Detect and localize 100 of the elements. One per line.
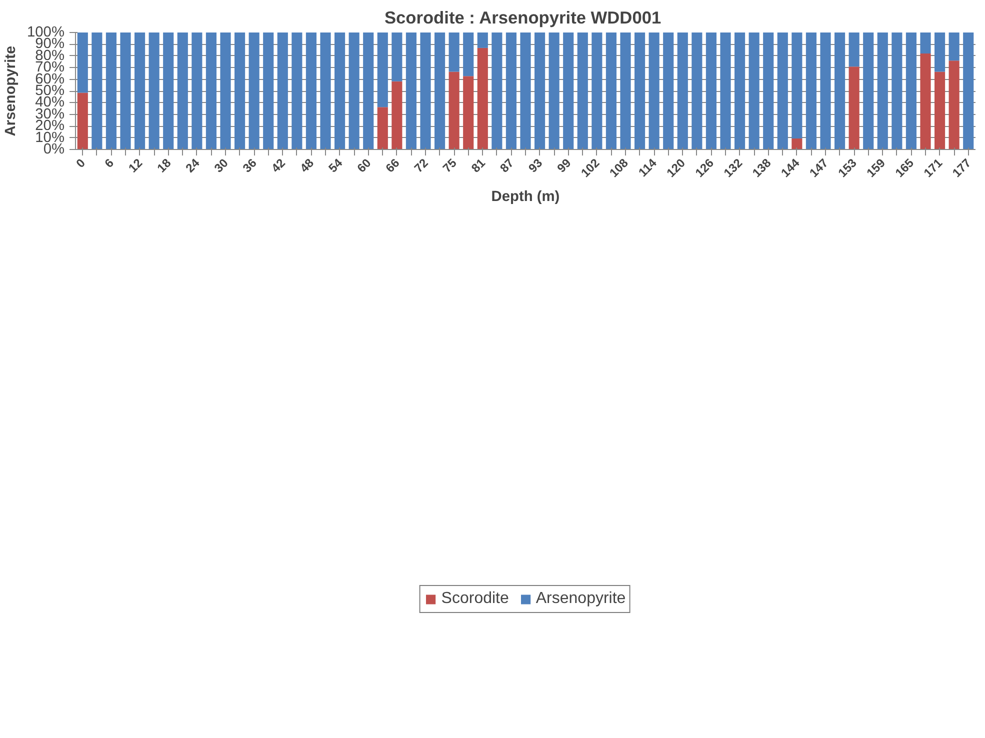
legend-label: Arsenopyrite — [536, 590, 626, 608]
bar — [948, 60, 960, 150]
bar — [663, 32, 674, 150]
x-tick-label: 102 — [578, 156, 602, 180]
bar — [148, 32, 160, 150]
bar — [848, 66, 860, 150]
bar — [692, 32, 702, 150]
bar — [620, 32, 631, 150]
x-tick-label: 36 — [240, 156, 260, 176]
bar — [77, 92, 88, 150]
bar — [420, 32, 431, 150]
bar — [77, 32, 88, 93]
bar — [220, 32, 231, 150]
bar — [548, 32, 560, 150]
bar — [463, 32, 474, 76]
x-tick-label: 48 — [297, 156, 317, 176]
bar — [320, 32, 331, 150]
bar — [763, 32, 774, 150]
bar — [292, 32, 302, 150]
bar — [334, 32, 346, 150]
bar — [820, 32, 831, 150]
bar — [777, 32, 788, 150]
x-axis-title: Depth (m) — [491, 189, 560, 206]
x-tick-label: 66 — [382, 156, 402, 176]
chart-title: Scorodite : Arsenopyrite WDD001 — [384, 8, 662, 28]
x-tick-label: 138 — [750, 156, 774, 180]
bar — [563, 32, 574, 150]
bar — [248, 32, 260, 150]
bar — [606, 32, 616, 150]
bar — [748, 32, 760, 150]
x-tick-label: 114 — [636, 156, 660, 180]
bar — [706, 32, 716, 150]
x-tick-label: 75 — [440, 156, 460, 176]
bar — [577, 32, 588, 150]
bar — [963, 32, 974, 150]
bar — [920, 54, 931, 150]
bar — [377, 107, 388, 150]
x-tick-label: 165 — [892, 156, 917, 180]
bar — [306, 32, 316, 150]
bar — [520, 32, 531, 150]
bar — [677, 32, 688, 150]
bar — [848, 32, 860, 67]
x-tick-label: 177 — [950, 156, 974, 180]
bar — [234, 32, 246, 150]
bar — [648, 32, 660, 150]
bar — [948, 32, 960, 61]
x-tick-label: 54 — [326, 156, 346, 176]
x-tick-label: 87 — [497, 156, 517, 176]
bar — [163, 32, 174, 150]
bar — [134, 32, 146, 150]
bar — [892, 32, 902, 150]
bar — [277, 32, 288, 150]
bar — [348, 32, 360, 150]
bar — [877, 32, 888, 150]
bar — [363, 32, 374, 150]
bar — [720, 32, 731, 150]
bar — [92, 32, 102, 150]
x-tick-label: 12 — [126, 156, 146, 176]
bar — [106, 32, 116, 150]
bar — [377, 32, 388, 108]
bar — [934, 32, 946, 72]
bar — [506, 32, 516, 150]
legend-label: Scorodite — [441, 590, 509, 608]
bar — [534, 32, 546, 150]
x-tick-label: 99 — [554, 156, 574, 176]
x-tick-label: 30 — [211, 156, 232, 176]
y-axis-title: Arsenopyrite — [3, 46, 20, 136]
x-tick-label: 120 — [664, 156, 688, 180]
x-tick-label: 42 — [268, 156, 288, 176]
x-tick-label: 0 — [73, 156, 88, 171]
x-tick-label: 171 — [921, 156, 946, 180]
bar — [906, 32, 916, 150]
bar — [263, 32, 274, 150]
x-tick-label: 93 — [526, 156, 546, 176]
x-tick-label: 6 — [102, 156, 117, 171]
x-tick-label: 72 — [411, 156, 432, 176]
bar — [206, 32, 216, 150]
bar — [492, 32, 502, 150]
bar — [792, 32, 802, 138]
bar — [392, 81, 402, 150]
bar — [592, 32, 602, 150]
x-tick-label: 24 — [182, 156, 202, 176]
x-tick-label: 126 — [692, 156, 717, 180]
x-tick-label: 153 — [835, 156, 860, 180]
bar — [177, 32, 188, 150]
bar — [463, 76, 474, 150]
bar — [863, 32, 874, 150]
x-tick-label: 132 — [721, 156, 746, 180]
bar — [634, 32, 646, 150]
bar — [434, 32, 446, 150]
bar — [392, 32, 402, 82]
bar — [792, 138, 802, 150]
bar — [477, 48, 488, 150]
bar — [920, 32, 931, 54]
x-tick-label: 81 — [468, 156, 488, 176]
x-tick-label: 60 — [354, 156, 374, 176]
bar — [406, 32, 416, 150]
bar — [477, 32, 488, 48]
bar — [934, 72, 946, 150]
bar — [448, 32, 460, 72]
